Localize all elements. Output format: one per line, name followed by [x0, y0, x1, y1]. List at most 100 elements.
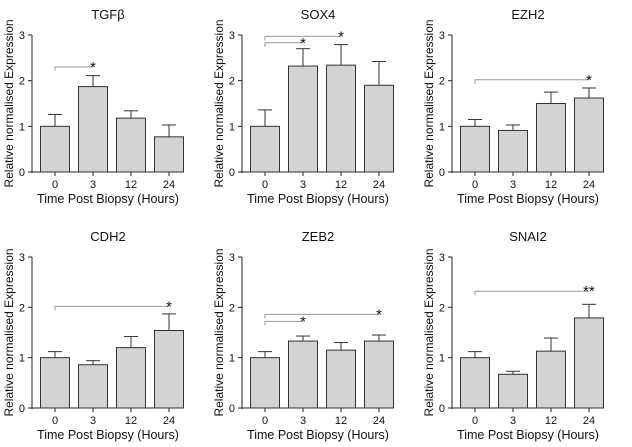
bar-24	[154, 329, 184, 409]
chart-title: SNAI2	[509, 229, 547, 244]
x-tick-label: 24	[583, 415, 595, 427]
y-tick-label: 0	[19, 167, 25, 179]
x-axis-label: Time Post Biopsy (Hours)	[457, 428, 599, 442]
significance-marker: **	[583, 283, 595, 300]
chart-title: CDH2	[90, 229, 125, 244]
significance-bracket	[474, 290, 589, 296]
x-tick-label: 0	[262, 179, 268, 191]
bar-3	[78, 364, 108, 409]
bar-3	[498, 129, 528, 173]
x-axis-label: Time Post Biopsy (Hours)	[37, 428, 179, 442]
x-tick-label: 0	[472, 415, 478, 427]
significance-bracket	[264, 320, 303, 326]
bar-0	[460, 357, 490, 409]
chart-title: ZEB2	[302, 229, 335, 244]
y-axis-label: Relative normalised Expression	[2, 19, 16, 187]
x-tick-label: 12	[125, 179, 137, 191]
chart-title: TGFβ	[91, 7, 124, 22]
x-tick-label: 24	[163, 415, 175, 427]
y-axis-label: Relative normalised Expression	[212, 248, 226, 416]
significance-marker: *	[90, 59, 96, 76]
y-tick-label: 2	[439, 302, 445, 314]
x-axis-label: Time Post Biopsy (Hours)	[37, 192, 179, 206]
x-tick-label: 12	[545, 179, 557, 191]
y-tick-label: 2	[439, 76, 445, 88]
x-tick-label: 12	[335, 179, 347, 191]
bar-0	[460, 125, 490, 173]
x-tick-label: 3	[90, 415, 96, 427]
significance-bracket	[54, 305, 169, 311]
chart-title: SOX4	[301, 7, 336, 22]
x-tick-label: 24	[583, 179, 595, 191]
significance-marker: *	[300, 313, 306, 330]
bar-3	[78, 86, 108, 173]
y-tick-label: 1	[229, 353, 235, 365]
significance-bracket	[264, 42, 303, 47]
x-tick-label: 12	[125, 415, 137, 427]
y-tick-label: 3	[229, 30, 235, 42]
bar-0	[250, 125, 280, 173]
y-tick-label: 2	[19, 76, 25, 88]
x-tick-label: 12	[335, 415, 347, 427]
bar-3	[288, 65, 318, 173]
x-tick-label: 24	[373, 179, 385, 191]
y-tick-label: 2	[19, 302, 25, 314]
significance-bracket	[264, 35, 341, 41]
bar-12	[116, 347, 146, 409]
bar-24	[364, 84, 394, 173]
y-tick-label: 0	[19, 403, 25, 415]
x-tick-label: 3	[510, 415, 516, 427]
bar-0	[40, 125, 70, 173]
significance-marker: *	[166, 298, 172, 315]
x-tick-label: 3	[300, 415, 306, 427]
bar-24	[154, 136, 184, 173]
y-tick-label: 3	[19, 252, 25, 264]
y-axis-label: Relative normalised Expression	[422, 19, 436, 187]
significance-bracket	[54, 66, 93, 71]
x-tick-label: 3	[300, 179, 306, 191]
bar-12	[326, 64, 356, 173]
bar-0	[250, 357, 280, 409]
x-tick-label: 24	[373, 415, 385, 427]
y-tick-label: 3	[439, 252, 445, 264]
y-tick-label: 0	[439, 403, 445, 415]
x-tick-label: 0	[52, 179, 58, 191]
y-tick-label: 2	[229, 302, 235, 314]
y-axis-label: Relative normalised Expression	[422, 248, 436, 416]
y-tick-label: 0	[229, 167, 235, 179]
y-tick-label: 3	[19, 30, 25, 42]
chart-title: EZH2	[511, 7, 544, 22]
x-axis-label: Time Post Biopsy (Hours)	[247, 428, 389, 442]
bar-0	[40, 357, 70, 409]
y-tick-label: 1	[19, 353, 25, 365]
significance-marker: *	[300, 35, 306, 52]
x-tick-label: 0	[472, 179, 478, 191]
x-tick-label: 12	[545, 415, 557, 427]
bar-24	[574, 317, 604, 409]
significance-bracket	[474, 79, 589, 84]
bar-12	[116, 117, 146, 173]
bar-12	[536, 350, 566, 409]
bar-24	[364, 340, 394, 409]
y-tick-label: 1	[439, 121, 445, 133]
bar-24	[574, 97, 604, 173]
x-tick-label: 0	[262, 415, 268, 427]
bar-12	[536, 103, 566, 173]
x-tick-label: 3	[90, 179, 96, 191]
y-tick-label: 0	[229, 403, 235, 415]
x-tick-label: 0	[52, 415, 58, 427]
y-axis-label: Relative normalised Expression	[2, 248, 16, 416]
significance-bracket	[264, 313, 379, 319]
y-axis-label: Relative normalised Expression	[212, 19, 226, 187]
x-axis-label: Time Post Biopsy (Hours)	[247, 192, 389, 206]
y-tick-label: 1	[229, 121, 235, 133]
x-tick-label: 3	[510, 179, 516, 191]
bar-3	[498, 373, 528, 409]
bar-3	[288, 340, 318, 409]
